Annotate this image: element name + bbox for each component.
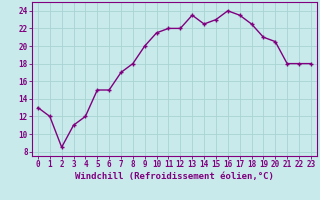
X-axis label: Windchill (Refroidissement éolien,°C): Windchill (Refroidissement éolien,°C) [75, 172, 274, 181]
